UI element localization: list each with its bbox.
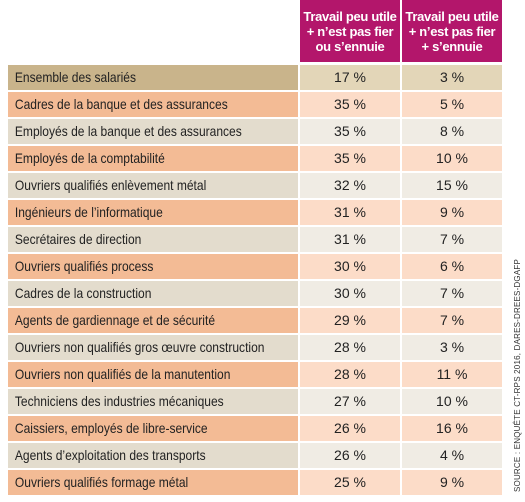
row-value: 31 % <box>300 227 400 252</box>
row-value: 4 % <box>402 443 502 468</box>
row-value: 32 % <box>300 173 400 198</box>
row-label: Caissiers, employés de libre-service <box>8 416 298 441</box>
row-value: 11 % <box>402 362 502 387</box>
row-value: 16 % <box>402 416 502 441</box>
row-label-text: Ouvriers qualifiés process <box>14 258 154 274</box>
row-label-text: Secrétaires de direction <box>14 231 142 247</box>
row-value: 30 % <box>300 254 400 279</box>
row-label-text: Ouvriers qualifiés formage métal <box>14 474 189 490</box>
row-label: Agents d’exploitation des transports <box>8 443 298 468</box>
row-label: Employés de la comptabilité <box>8 146 298 171</box>
row-label: Ouvriers non qualifiés gros œuvre constr… <box>8 335 298 360</box>
row-value: 27 % <box>300 389 400 414</box>
row-label: Techniciens des industries mécaniques <box>8 389 298 414</box>
row-value: 17 % <box>300 65 400 90</box>
row-label: Agents de gardiennage et de sécurité <box>8 308 298 333</box>
row-label: Cadres de la construction <box>8 281 298 306</box>
row-label: Secrétaires de direction <box>8 227 298 252</box>
row-label-text: Cadres de la construction <box>14 285 152 301</box>
row-value: 25 % <box>300 470 400 495</box>
row-value: 28 % <box>300 362 400 387</box>
row-value: 6 % <box>402 254 502 279</box>
row-label: Ouvriers qualifiés process <box>8 254 298 279</box>
row-value: 15 % <box>402 173 502 198</box>
row-value: 31 % <box>300 200 400 225</box>
row-value: 3 % <box>402 335 502 360</box>
row-value: 26 % <box>300 443 400 468</box>
row-value: 8 % <box>402 119 502 144</box>
row-label-text: Ouvriers non qualifiés gros œuvre constr… <box>14 339 265 355</box>
row-label-text: Caissiers, employés de libre-service <box>14 420 208 436</box>
row-label-text: Employés de la banque et des assurances <box>14 123 242 139</box>
row-label-text: Cadres de la banque et des assurances <box>14 96 228 112</box>
row-label-text: Employés de la comptabilité <box>14 150 165 166</box>
row-value: 10 % <box>402 146 502 171</box>
row-value: 35 % <box>300 119 400 144</box>
row-value: 28 % <box>300 335 400 360</box>
row-value: 5 % <box>402 92 502 117</box>
row-value: 26 % <box>300 416 400 441</box>
row-label: Ingénieurs de l’informatique <box>8 200 298 225</box>
row-value: 29 % <box>300 308 400 333</box>
row-value: 10 % <box>402 389 502 414</box>
source-note: SOURCE : ENQUÊTE CT-RPS 2016, DARES-DREE… <box>513 258 522 492</box>
row-label-text: Ensemble des salariés <box>14 69 137 85</box>
row-value: 3 % <box>402 65 502 90</box>
row-label: Ouvriers qualifiés enlèvement métal <box>8 173 298 198</box>
row-value: 30 % <box>300 281 400 306</box>
row-value: 7 % <box>402 227 502 252</box>
row-value: 35 % <box>300 146 400 171</box>
row-label-text: Ingénieurs de l’informatique <box>14 204 163 220</box>
row-label: Cadres de la banque et des assurances <box>8 92 298 117</box>
row-label: Employés de la banque et des assurances <box>8 119 298 144</box>
row-label: Ouvriers qualifiés formage métal <box>8 470 298 495</box>
column-header: Travail peu utile + n’est pas fier + s’e… <box>402 0 502 62</box>
row-label-text: Agents de gardiennage et de sécurité <box>14 312 216 328</box>
row-value: 35 % <box>300 92 400 117</box>
row-value: 7 % <box>402 308 502 333</box>
row-label-text: Techniciens des industries mécaniques <box>14 393 224 409</box>
row-label-text: Agents d’exploitation des transports <box>14 447 206 463</box>
row-value: 9 % <box>402 200 502 225</box>
row-label: Ensemble des salariés <box>8 65 298 90</box>
row-value: 7 % <box>402 281 502 306</box>
column-header: Travail peu utile + n’est pas fier ou s’… <box>300 0 400 62</box>
row-label-text: Ouvriers qualifiés enlèvement métal <box>14 177 207 193</box>
row-label: Ouvriers non qualifiés de la manutention <box>8 362 298 387</box>
row-value: 9 % <box>402 470 502 495</box>
row-label-text: Ouvriers non qualifiés de la manutention <box>14 366 231 382</box>
